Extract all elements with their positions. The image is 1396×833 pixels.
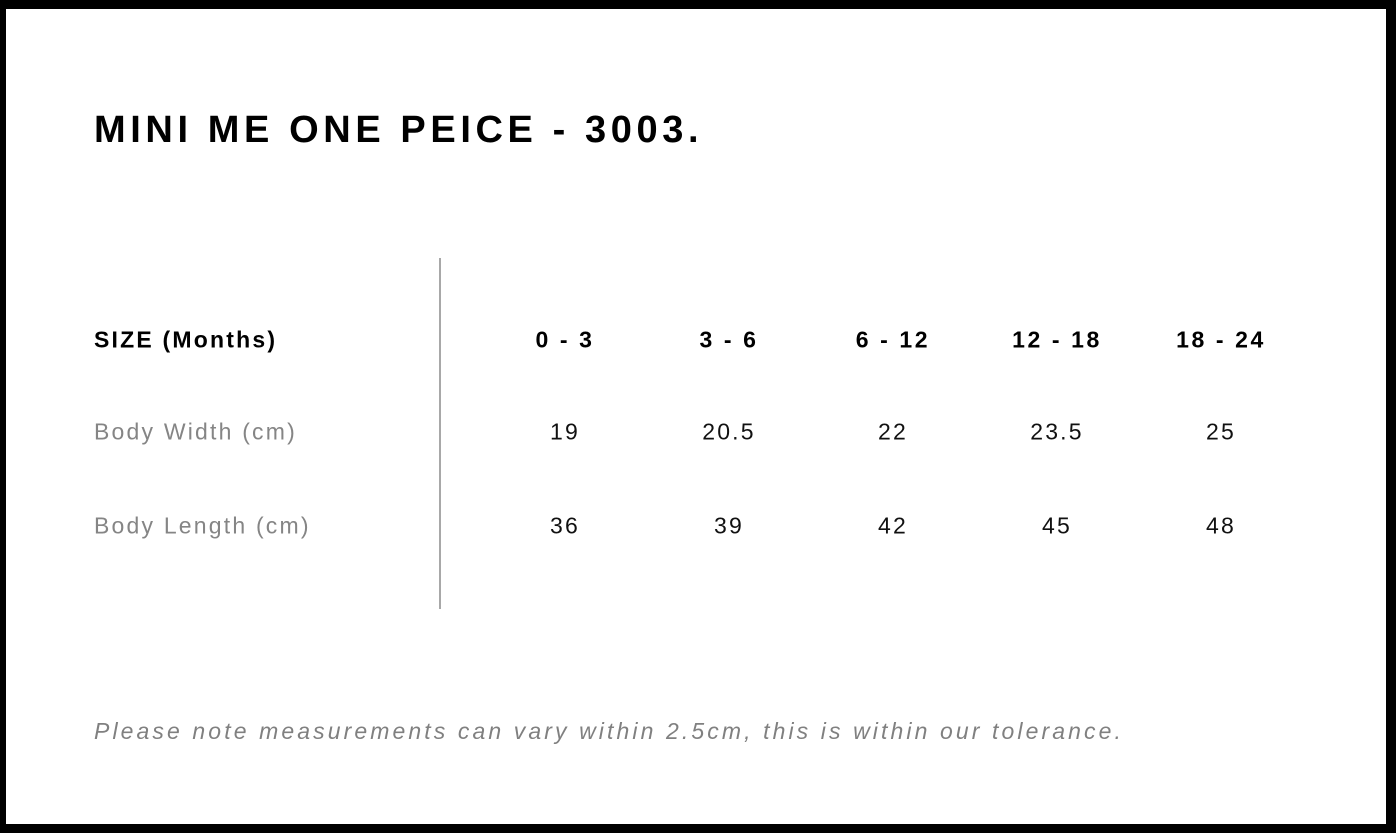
size-header-cell: 12 - 18	[1012, 326, 1102, 353]
table-cell: 45	[1042, 512, 1072, 539]
table-cell: 42	[878, 512, 908, 539]
table-cell: 19	[550, 418, 580, 445]
row-label-body-width: Body Width (cm)	[94, 418, 297, 445]
size-header-cell: 18 - 24	[1176, 326, 1266, 353]
size-header-cell: 3 - 6	[699, 326, 759, 353]
table-cell: 23.5	[1030, 418, 1084, 445]
column-divider	[439, 258, 441, 609]
size-header-cell: 6 - 12	[855, 326, 931, 353]
row-label-body-length: Body Length (cm)	[94, 512, 311, 539]
table-cell: 22	[878, 418, 908, 445]
table-cell: 36	[550, 512, 580, 539]
size-header-label: SIZE (Months)	[94, 326, 278, 353]
table-cell: 48	[1206, 512, 1236, 539]
size-chart-card: MINI ME ONE PEICE - 3003. SIZE (Months) …	[6, 9, 1386, 824]
page-title: MINI ME ONE PEICE - 3003.	[94, 109, 704, 151]
table-cell: 20.5	[702, 418, 756, 445]
table-cell: 25	[1206, 418, 1236, 445]
table-cell: 39	[714, 512, 744, 539]
tolerance-note: Please note measurements can vary within…	[94, 718, 1125, 744]
size-header-cell: 0 - 3	[535, 326, 595, 353]
